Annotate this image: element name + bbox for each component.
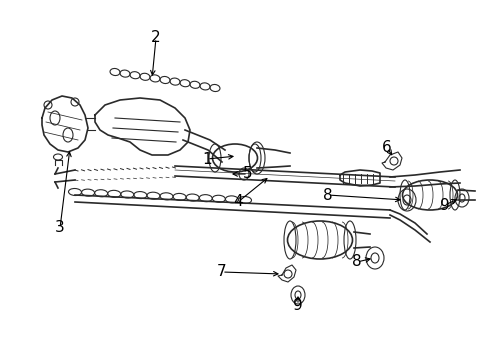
Text: 9: 9 <box>292 297 302 312</box>
Text: 8: 8 <box>323 188 332 202</box>
Text: 6: 6 <box>381 140 391 156</box>
Text: 2: 2 <box>151 31 161 45</box>
Text: 3: 3 <box>55 220 65 235</box>
Text: 4: 4 <box>233 194 243 210</box>
Text: 8: 8 <box>351 255 361 270</box>
Text: 9: 9 <box>439 198 449 212</box>
Text: 5: 5 <box>243 166 252 181</box>
Text: 1: 1 <box>202 152 211 166</box>
Text: 7: 7 <box>217 265 226 279</box>
